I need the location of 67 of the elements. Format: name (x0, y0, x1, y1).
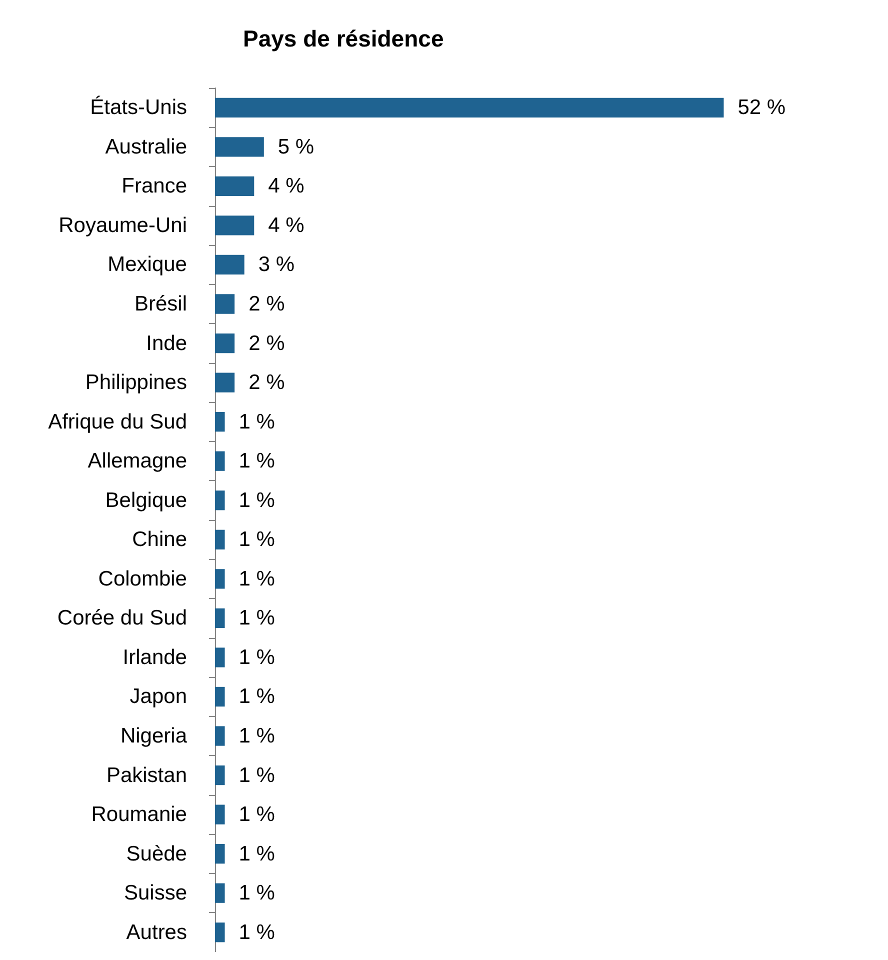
data-label: 1 % (238, 646, 275, 669)
y-tick-label: Inde (146, 332, 187, 355)
bar (215, 883, 225, 903)
data-label: 1 % (238, 882, 275, 905)
y-tick-label: Colombie (98, 567, 187, 590)
bar (215, 922, 225, 942)
bar (215, 98, 724, 118)
bar (215, 333, 235, 354)
data-label: 2 % (248, 371, 285, 394)
bar (215, 608, 225, 628)
y-tick-label: France (122, 174, 187, 198)
bar (215, 648, 225, 668)
data-label: 1 % (238, 685, 275, 708)
data-label: 52 % (738, 96, 786, 120)
data-label: 1 % (238, 724, 275, 748)
y-tick-label: Australie (105, 135, 187, 158)
data-label: 4 % (268, 214, 304, 237)
y-tick-label: Irlande (122, 646, 187, 669)
bar (215, 844, 225, 864)
data-label: 3 % (258, 253, 295, 276)
data-label: 2 % (248, 292, 285, 316)
y-tick-label: Suède (126, 842, 187, 866)
data-label: 1 % (238, 920, 275, 944)
y-tick-label: Pakistan (106, 764, 187, 787)
chart-title: Pays de résidence (243, 26, 444, 52)
bar (215, 569, 225, 589)
data-label: 1 % (238, 842, 275, 866)
bar (215, 137, 264, 157)
data-label: 1 % (238, 764, 275, 787)
y-tick-label: Suisse (124, 882, 187, 905)
data-label: 1 % (238, 450, 275, 473)
bar (215, 254, 244, 275)
y-tick-label: Japon (130, 685, 187, 708)
data-label: 1 % (238, 528, 275, 552)
y-tick-label: Afrique du Sud (48, 410, 187, 434)
y-tick-label: Allemagne (88, 450, 187, 473)
data-label: 4 % (268, 174, 304, 198)
y-tick-label: Royaume-Uni (58, 214, 187, 237)
y-tick-label: Corée du Sud (57, 606, 187, 630)
bar (215, 412, 225, 432)
bar (215, 804, 225, 824)
data-label: 1 % (238, 488, 275, 512)
y-tick-label: Chine (132, 528, 187, 552)
data-label: 1 % (238, 567, 275, 590)
bar (215, 216, 254, 236)
bar (215, 530, 225, 550)
bar (215, 294, 235, 314)
y-tick-label: Belgique (105, 488, 187, 512)
bar (215, 176, 254, 196)
data-label: 1 % (238, 606, 275, 630)
bar (215, 372, 235, 392)
bar (215, 765, 225, 786)
y-tick-label: Philippines (85, 371, 187, 394)
y-tick-label: Brésil (134, 292, 187, 316)
bar (215, 726, 225, 746)
y-tick-label: Autres (126, 920, 187, 944)
bar (215, 490, 225, 510)
data-label: 1 % (238, 803, 275, 826)
y-tick-label: Mexique (108, 253, 187, 276)
data-label: 5 % (278, 135, 314, 158)
bar (215, 451, 225, 471)
y-tick-label: Nigeria (120, 724, 188, 748)
y-tick-label: États-Unis (90, 95, 187, 120)
y-tick-label: Roumanie (91, 803, 187, 826)
bar (215, 686, 225, 707)
data-label: 1 % (238, 410, 275, 434)
data-label: 2 % (248, 332, 285, 355)
